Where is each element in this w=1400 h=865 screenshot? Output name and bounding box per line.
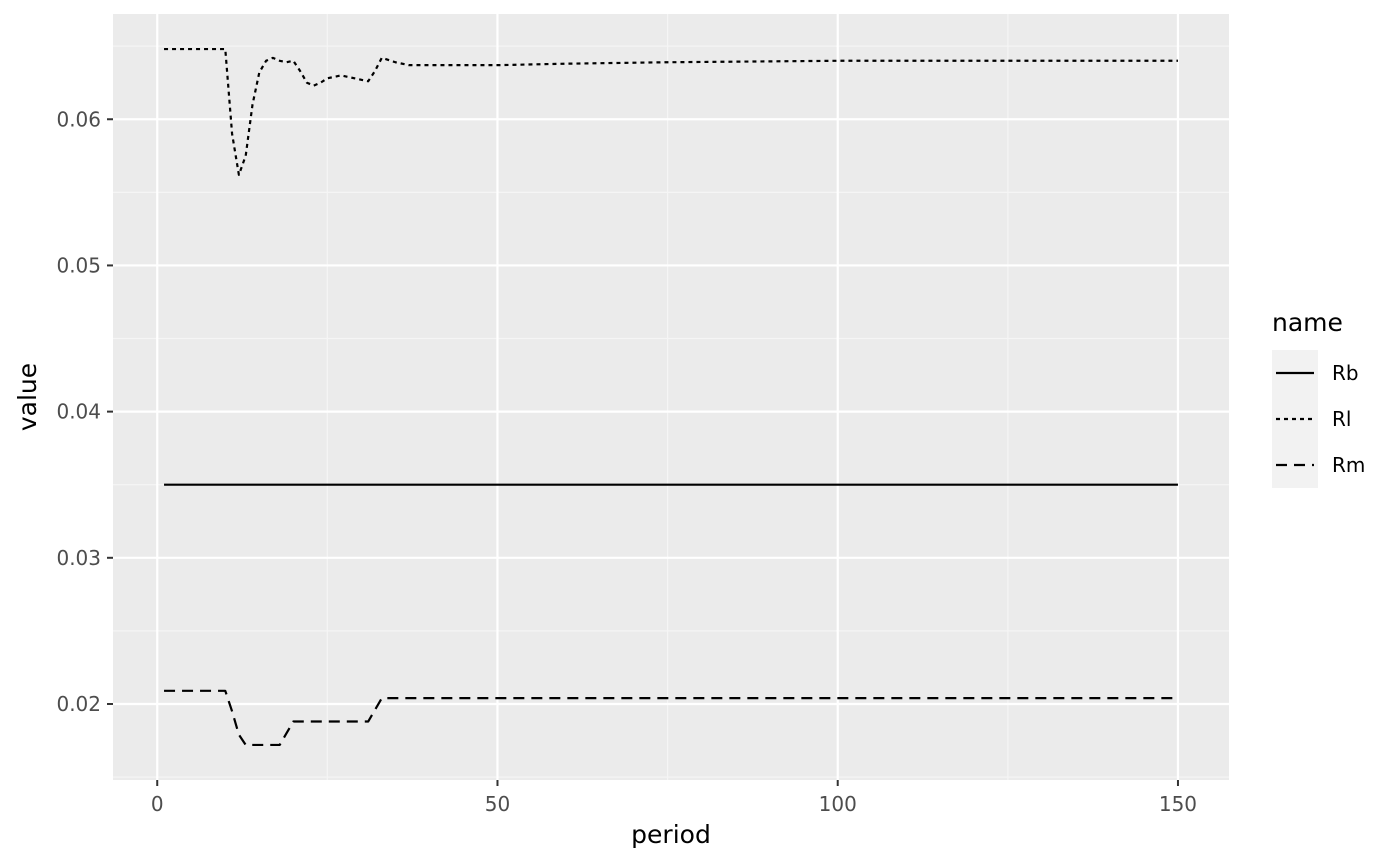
x-axis: 0 50 100 150 <box>151 780 1197 816</box>
y-tick-label: 0.06 <box>56 107 101 131</box>
legend-title: name <box>1272 308 1343 337</box>
legend-label-rl: Rl <box>1332 407 1351 431</box>
y-axis-title: value <box>13 363 42 431</box>
x-tick-label: 150 <box>1159 792 1197 816</box>
x-axis-title: period <box>631 820 711 849</box>
plot-panel <box>113 14 1229 780</box>
x-tick-label: 0 <box>151 792 164 816</box>
y-tick-label: 0.02 <box>56 692 101 716</box>
series-line-rm <box>164 689 1178 747</box>
x-tick-label: 50 <box>485 792 510 816</box>
legend-label-rm: Rm <box>1332 453 1365 477</box>
series-lines <box>164 47 1178 747</box>
legend: name Rb Rl Rm <box>1272 308 1365 488</box>
y-tick-label: 0.05 <box>56 253 101 277</box>
legend-label-rb: Rb <box>1332 361 1359 385</box>
y-tick-label: 0.03 <box>56 546 101 570</box>
x-tick-label: 100 <box>819 792 857 816</box>
y-axis: 0.02 0.03 0.04 0.05 0.06 <box>56 107 113 716</box>
major-grid <box>113 14 1229 780</box>
series-line-rl <box>164 47 1178 176</box>
y-tick-label: 0.04 <box>56 400 101 424</box>
